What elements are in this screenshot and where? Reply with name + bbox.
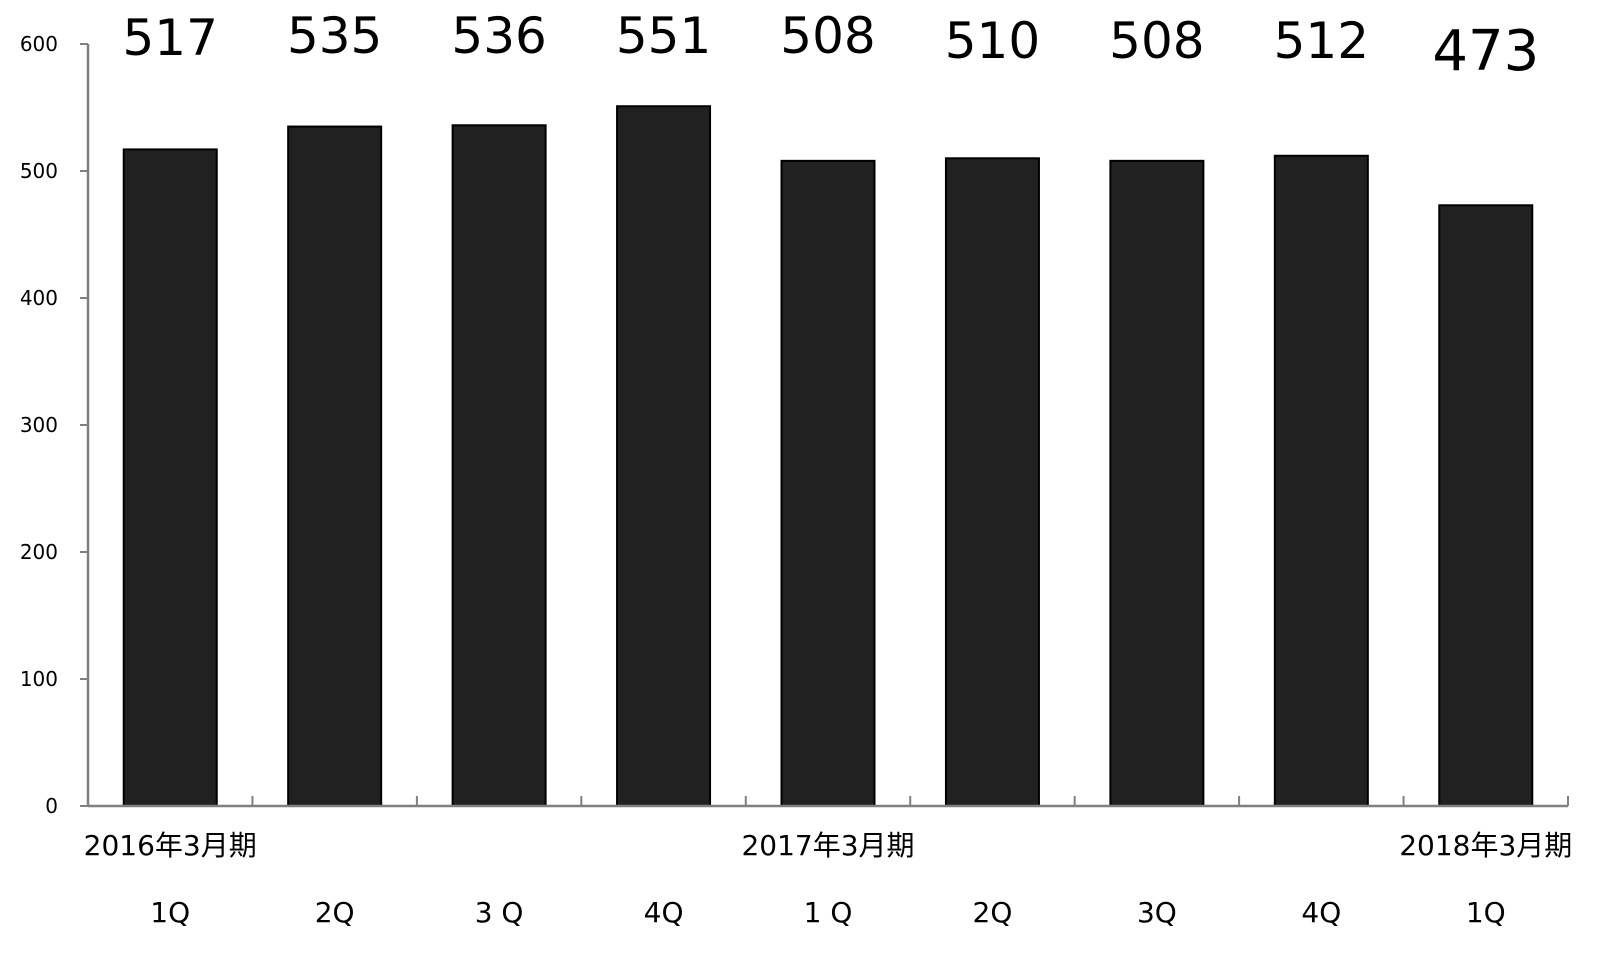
category-label: 4Q xyxy=(644,896,684,929)
period-label: 2017年3月期 xyxy=(741,829,914,862)
bar xyxy=(944,157,1040,808)
category-label: 2Q xyxy=(973,896,1013,929)
x-axis xyxy=(87,796,1569,808)
category-label: 1 Q xyxy=(804,896,853,929)
data-label: 508 xyxy=(780,7,875,65)
y-tick-label: 400 xyxy=(20,286,58,310)
bar xyxy=(1438,204,1534,808)
category-label: 2Q xyxy=(315,896,355,929)
data-label: 473 xyxy=(1432,19,1539,84)
period-labels: 2016年3月期 2017年3月期 2018年3月期 xyxy=(84,829,1573,862)
data-label: 536 xyxy=(451,7,546,65)
category-label: 1Q xyxy=(1466,896,1506,929)
data-label: 512 xyxy=(1274,12,1369,70)
period-label: 2018年3月期 xyxy=(1399,829,1572,862)
data-label: 508 xyxy=(1109,12,1204,70)
data-labels: 517 535 536 551 508 510 508 512 473 xyxy=(123,7,1540,84)
category-labels: 1Q 2Q 3 Q 4Q 1 Q 2Q 3Q 4Q 1Q xyxy=(150,896,1505,929)
category-label: 4Q xyxy=(1301,896,1341,929)
y-tick-label: 300 xyxy=(20,413,58,437)
data-label: 535 xyxy=(287,7,382,65)
y-axis: 0 100 200 300 400 500 600 xyxy=(20,32,90,818)
bar xyxy=(1273,154,1369,807)
y-tick-label: 200 xyxy=(20,540,58,564)
period-label: 2016年3月期 xyxy=(84,829,257,862)
bar xyxy=(122,148,218,808)
y-tick-label: 500 xyxy=(20,159,58,183)
bar xyxy=(451,124,547,807)
bar xyxy=(780,159,876,807)
data-label: 551 xyxy=(616,7,711,65)
bar xyxy=(616,105,712,808)
bars xyxy=(122,105,1534,808)
category-label: 3 Q xyxy=(475,896,524,929)
bar xyxy=(1109,159,1205,807)
category-label: 3Q xyxy=(1137,896,1177,929)
category-label: 1Q xyxy=(150,896,190,929)
data-label: 510 xyxy=(945,12,1040,70)
data-label: 517 xyxy=(123,9,218,67)
bar xyxy=(287,125,383,808)
y-tick-label: 100 xyxy=(20,667,58,691)
y-tick-label: 600 xyxy=(20,32,58,56)
y-tick-label: 0 xyxy=(45,794,58,818)
